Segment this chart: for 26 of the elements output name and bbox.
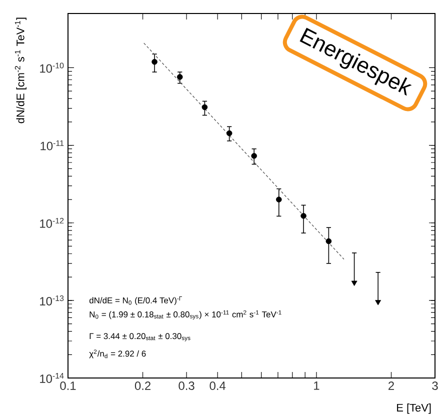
x-tick-label: 0.4 xyxy=(210,382,226,390)
point xyxy=(276,196,282,202)
point xyxy=(202,104,208,110)
text: N$_{0}$ = (1.99 ± 0.18$_{stat}$ ± 0.80$_{sys}$) × 10$^{-11}$ cm$^{2}$ s$^{-1}$ TeV$^{-1}$ xyxy=(90,310,282,320)
x-axis-title: E [TeV] xyxy=(397,404,431,414)
annotation: χ$^{2}$/n$_{d}$ = 2.92 / 6 xyxy=(89,350,146,358)
x-tick-label: 0.3 xyxy=(178,382,194,390)
point xyxy=(326,238,332,244)
y-tick-label: 10$^{-14}$ xyxy=(40,373,64,383)
y-axis-title: dN/dE [cm$^{-2}$ s$^{-1}$ TeV$^{-1}$] xyxy=(14,18,26,124)
annotation: dN/dE = N$_{0}$ (E/0.4 TeV)$^{-Γ}$ xyxy=(89,296,182,306)
point xyxy=(152,58,158,65)
y-tick-label: 10$^{-12}$ xyxy=(40,218,64,228)
point xyxy=(251,153,257,159)
x-tick-label: 3 xyxy=(432,382,438,390)
y-tick-label: 10$^{-10}$ xyxy=(40,62,64,73)
x-tick-label: 2 xyxy=(388,382,394,390)
y-tick-label: 10$^{-11}$ xyxy=(40,140,64,150)
point xyxy=(176,74,183,80)
x-tick-label: 1 xyxy=(314,382,320,390)
point xyxy=(226,130,232,136)
x-tick-label: 0.1 xyxy=(60,382,76,390)
annotation: Γ = 3.44 ± 0.20$_{stat}$ ± 0.30$_{sys}$ xyxy=(90,333,190,342)
x-tick-label: 0.2 xyxy=(134,382,150,390)
point xyxy=(300,213,306,219)
y-tick-label: 10$^{-13}$ xyxy=(40,295,64,306)
